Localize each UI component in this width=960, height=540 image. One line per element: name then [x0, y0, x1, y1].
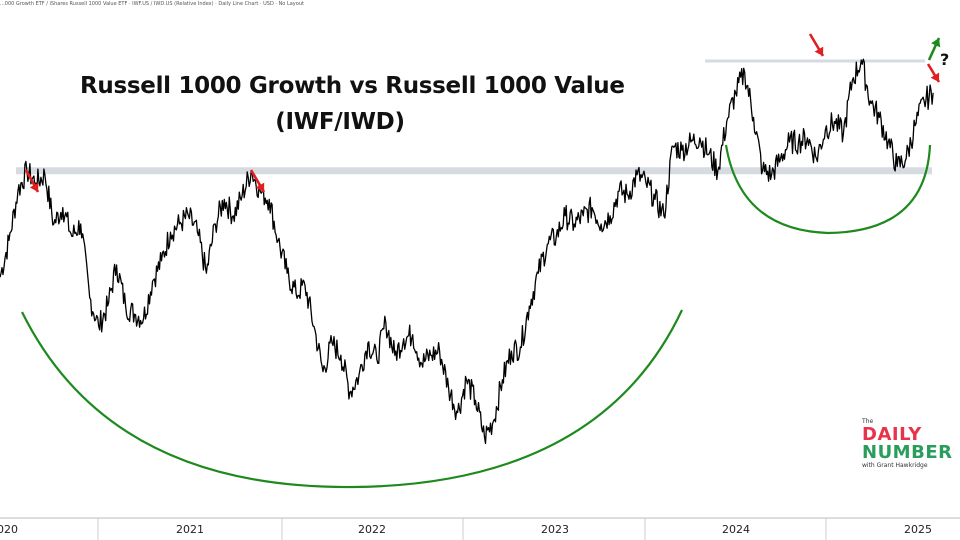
- logo-number-text: NUMBER: [862, 442, 953, 463]
- chart-title-line-1: Russell 1000 Growth vs Russell 1000 Valu…: [80, 73, 625, 99]
- question-mark-annotation: ?: [940, 50, 950, 69]
- x-tick-label-2025: 2025: [904, 523, 932, 536]
- series-line-iwf-iwd: [0, 58, 934, 445]
- chart-title: Russell 1000 Growth vs Russell 1000 Valu…: [80, 68, 625, 140]
- peak-arrow-2024: [808, 33, 825, 57]
- cup-arc-large: [21, 309, 683, 489]
- peak-arrow-2020: [24, 169, 40, 193]
- x-tick-label-2021: 2021: [176, 523, 204, 536]
- peak-arrow-2020-head: [29, 182, 39, 192]
- breakdown-arrow-2025-head: [930, 72, 940, 82]
- breakdown-arrow-2025: [926, 63, 941, 83]
- cup-arc-small: [724, 144, 932, 235]
- peak-arrow-2024-head: [814, 46, 824, 56]
- x-tick-label-2024: 2024: [722, 523, 750, 536]
- peak-arrow-2021: [249, 169, 266, 193]
- logo-the-text: The: [862, 418, 874, 425]
- chart-source-caption: ...000 Growth ETF / iShares Russell 1000…: [0, 1, 304, 7]
- peak-arrow-2021-head: [255, 182, 265, 192]
- logo-byline-text: with Grant Hawkridge: [862, 462, 928, 469]
- logo-daily-text: DAILY: [862, 424, 922, 445]
- daily-number-logo: The DAILY NUMBER with Grant Hawkridge: [862, 418, 960, 470]
- breakout-arrow-2025-head: [931, 38, 941, 48]
- breakout-arrow-2025: [927, 37, 941, 61]
- x-tick-label-2023: 2023: [541, 523, 569, 536]
- chart-title-line-2: (IWF/IWD): [275, 109, 405, 135]
- x-tick-label-2022: 2022: [358, 523, 386, 536]
